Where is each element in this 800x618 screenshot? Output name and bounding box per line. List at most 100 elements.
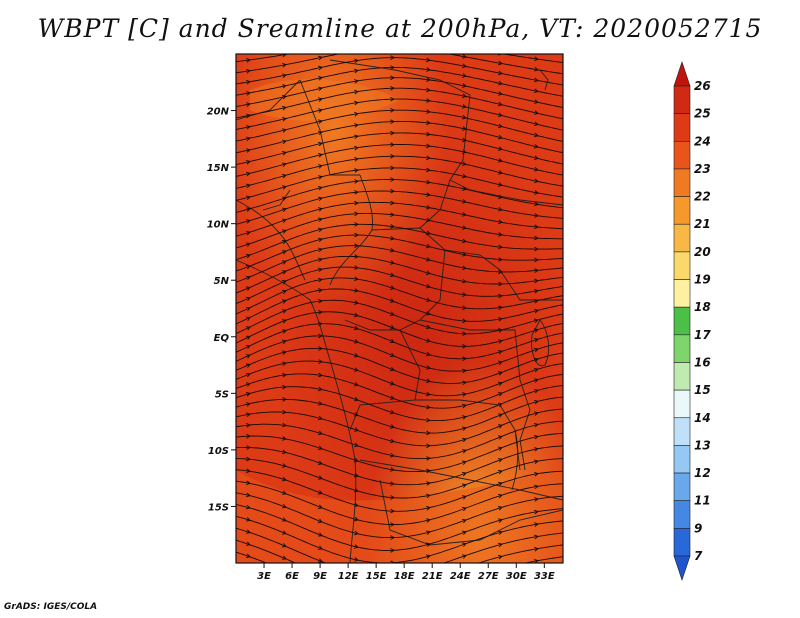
streamline-arrow xyxy=(462,368,467,374)
streamline-arrow xyxy=(354,412,359,417)
streamline-arrow xyxy=(497,402,503,407)
streamline-arrow xyxy=(426,297,431,302)
streamline-arrow xyxy=(282,94,287,100)
streamline-arrow xyxy=(246,382,251,387)
streamline-arrow xyxy=(281,449,287,455)
streamline-arrow xyxy=(354,58,359,64)
streamline-arrow xyxy=(282,591,286,595)
colorbar-swatch xyxy=(673,196,691,225)
streamline xyxy=(236,360,563,397)
colorbar-swatch xyxy=(673,528,691,557)
streamline-arrow xyxy=(462,149,467,154)
streamline-arrow xyxy=(246,91,251,96)
streamline-arrow xyxy=(246,445,251,450)
streamline-arrow xyxy=(281,555,287,560)
streamline-arrow xyxy=(246,125,251,130)
streamline-arrow xyxy=(282,43,286,47)
streamline-arrow xyxy=(534,99,539,104)
streamline-arrow xyxy=(246,113,251,119)
streamline-arrow xyxy=(534,534,539,540)
streamline-arrow xyxy=(282,73,287,78)
streamline-arrow xyxy=(461,471,467,477)
streamline-arrow xyxy=(425,365,431,370)
streamline-arrow xyxy=(354,168,359,173)
streamline-arrow xyxy=(497,123,503,129)
streamline-arrow xyxy=(354,145,359,151)
streamline-arrow xyxy=(354,353,359,358)
streamline xyxy=(236,469,563,512)
colorbar-label: 15 xyxy=(694,383,711,397)
streamline-arrow xyxy=(246,253,251,259)
streamline-arrow xyxy=(281,289,287,295)
lat-tick-label: 5N xyxy=(214,276,230,287)
streamline-arrow xyxy=(318,430,323,436)
streamline-arrow xyxy=(462,460,467,465)
streamline-arrow xyxy=(246,589,250,593)
streamline-arrow xyxy=(462,318,467,324)
streamline-arrow xyxy=(317,119,323,124)
streamline-arrow xyxy=(462,28,466,32)
streamline-arrow xyxy=(281,239,287,245)
streamline-arrow xyxy=(354,487,359,493)
streamline-arrow xyxy=(246,57,251,63)
streamline-arrow xyxy=(498,54,503,56)
streamline-arrow xyxy=(462,36,466,40)
lon-tick-label: 12E xyxy=(338,571,359,582)
streamline-arrow xyxy=(462,186,467,191)
streamline xyxy=(236,299,563,335)
streamline-arrow xyxy=(426,167,431,173)
streamline-arrow xyxy=(389,438,395,444)
colorbar-swatch xyxy=(673,555,691,581)
streamline-arrow xyxy=(245,195,251,201)
streamline-arrow xyxy=(426,456,431,461)
streamline-arrow xyxy=(317,152,323,158)
lon-tick-label: 6E xyxy=(285,571,299,582)
streamline xyxy=(236,396,563,434)
streamline-arrow xyxy=(426,378,431,384)
streamline-arrow xyxy=(462,403,467,409)
streamline-arrow xyxy=(534,522,539,527)
streamline xyxy=(236,408,563,447)
streamline-arrow xyxy=(282,84,287,89)
streamline-arrow xyxy=(354,200,359,206)
streamline-arrow xyxy=(354,593,358,597)
streamline-arrow xyxy=(318,372,323,378)
grads-credit: GrADS: IGES/COLA xyxy=(4,602,98,612)
colorbar: 26 25 24 23 22 21 20 19 18 17 16 15 14 13 12 11 9 7 xyxy=(673,61,711,581)
streamline-arrow xyxy=(461,415,467,420)
streamline-arrow xyxy=(318,298,323,304)
streamline-arrow xyxy=(462,173,467,179)
streamline-arrow xyxy=(354,100,359,106)
streamline-arrow xyxy=(534,235,539,241)
streamline xyxy=(236,288,563,325)
streamline-arrow xyxy=(533,411,539,416)
streamline xyxy=(236,458,563,499)
streamline-arrow xyxy=(390,65,395,70)
streamline-arrow xyxy=(497,146,503,151)
streamline-arrow xyxy=(462,589,466,593)
streamline-arrow xyxy=(534,77,539,83)
streamline-arrow xyxy=(426,98,431,103)
streamline-arrow xyxy=(317,108,323,113)
streamline-arrow xyxy=(390,75,395,81)
streamline-arrow xyxy=(281,260,287,265)
streamline-arrow xyxy=(534,298,539,304)
longitude-axis: 3E 6E 9E 12E 15E 18E 21E 24E 27E 30E 33E xyxy=(257,563,555,582)
streamline-arrow xyxy=(497,101,503,107)
lat-tick-label: EQ xyxy=(214,333,230,344)
lon-tick-label: 15E xyxy=(366,571,387,582)
colorbar-label: 22 xyxy=(694,190,711,204)
streamline-arrow xyxy=(282,361,287,367)
streamline-arrow xyxy=(246,148,251,153)
streamline-arrow xyxy=(318,55,323,61)
streamline-arrow xyxy=(462,54,467,59)
streamline-arrow xyxy=(354,23,358,27)
streamline-arrow xyxy=(281,173,287,179)
streamline xyxy=(236,223,563,261)
streamline-arrow xyxy=(425,257,431,262)
streamline-arrow xyxy=(498,42,502,46)
streamline-arrow xyxy=(462,265,467,271)
streamline xyxy=(236,190,563,225)
colorbar-label: 17 xyxy=(694,328,711,342)
streamline-arrow xyxy=(245,345,251,350)
